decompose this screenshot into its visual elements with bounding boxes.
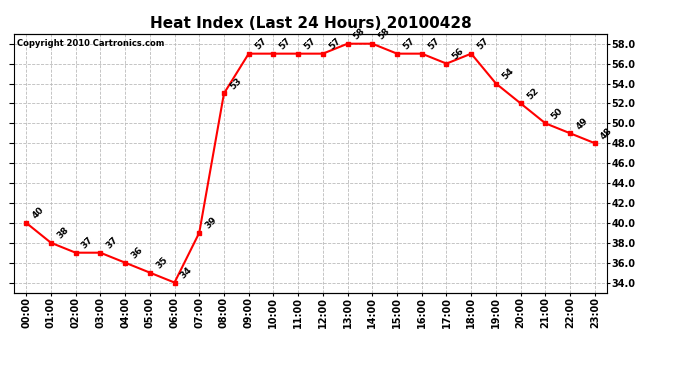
Text: 49: 49	[574, 116, 590, 131]
Text: 57: 57	[253, 36, 268, 51]
Text: 57: 57	[401, 36, 417, 51]
Text: 58: 58	[352, 26, 367, 42]
Text: 57: 57	[327, 36, 342, 51]
Text: 40: 40	[30, 206, 46, 220]
Text: 57: 57	[475, 36, 491, 51]
Text: 34: 34	[179, 265, 194, 280]
Title: Heat Index (Last 24 Hours) 20100428: Heat Index (Last 24 Hours) 20100428	[150, 16, 471, 31]
Text: Copyright 2010 Cartronics.com: Copyright 2010 Cartronics.com	[17, 39, 164, 48]
Text: 39: 39	[204, 215, 219, 231]
Text: 54: 54	[500, 66, 515, 81]
Text: 57: 57	[426, 36, 441, 51]
Text: 50: 50	[549, 106, 564, 121]
Text: 37: 37	[80, 235, 95, 250]
Text: 57: 57	[277, 36, 293, 51]
Text: 58: 58	[377, 26, 392, 42]
Text: 56: 56	[451, 46, 466, 62]
Text: 37: 37	[104, 235, 120, 250]
Text: 36: 36	[129, 245, 144, 261]
Text: 48: 48	[599, 126, 614, 141]
Text: 53: 53	[228, 76, 244, 91]
Text: 57: 57	[302, 36, 317, 51]
Text: 35: 35	[154, 255, 169, 270]
Text: 38: 38	[55, 225, 70, 241]
Text: 52: 52	[525, 86, 540, 101]
